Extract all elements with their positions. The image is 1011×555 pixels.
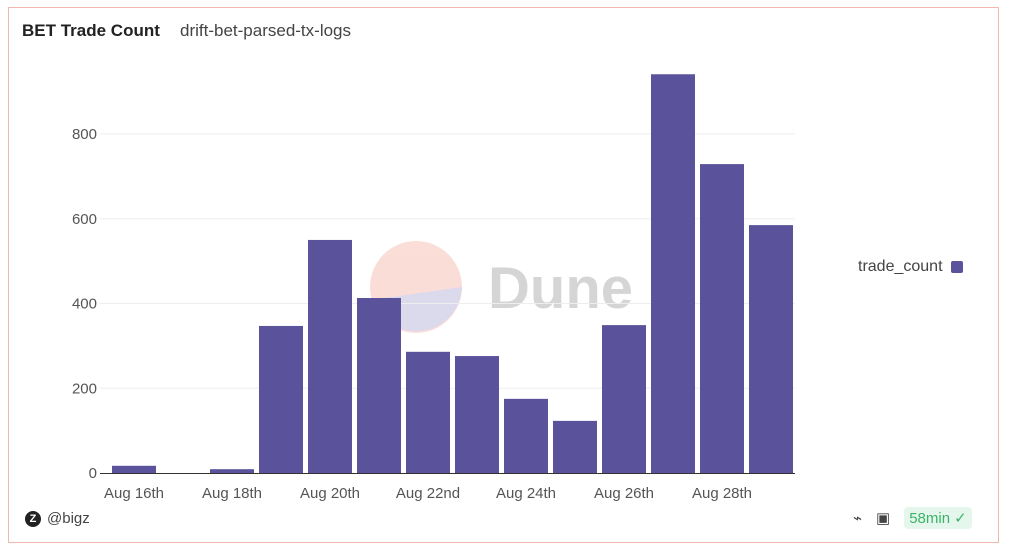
bar-aug-22nd: [406, 351, 450, 473]
y-tick-label: 600: [72, 211, 97, 228]
bar-aug-29th: [749, 225, 793, 473]
bar-aug-24th: [504, 398, 548, 473]
bar-aug-23rd: [455, 356, 499, 473]
chart-card: [8, 7, 999, 543]
bar-aug-27th: [651, 74, 695, 473]
bar-aug-16th: [112, 465, 156, 473]
refresh-time: 58min: [909, 509, 951, 527]
bar-aug-25th: [553, 420, 597, 473]
bar-aug-21st: [357, 297, 401, 473]
y-tick-label: 200: [72, 380, 97, 397]
watermark-text: Dune: [488, 256, 633, 321]
x-tick-label: Aug 24th: [496, 485, 556, 502]
x-tick-label: Aug 26th: [594, 485, 654, 502]
y-tick-label: 800: [72, 126, 97, 143]
watermark: Dune: [370, 241, 633, 333]
legend-item[interactable]: trade_count: [858, 258, 963, 276]
x-tick-label: Aug 20th: [300, 485, 360, 502]
author-name: @bigz: [47, 510, 90, 527]
chart-title: BET Trade Count: [22, 21, 160, 40]
bar-aug-18th: [210, 469, 254, 473]
x-tick-label: Aug 18th: [202, 485, 262, 502]
y-tick-label: 400: [72, 296, 97, 313]
legend-label: trade_count: [858, 258, 943, 275]
avatar: Z: [25, 510, 41, 527]
y-tick-label: 0: [89, 465, 97, 482]
author[interactable]: Z @bigz: [25, 510, 90, 527]
legend-swatch: [950, 261, 963, 273]
query-name[interactable]: drift-bet-parsed-tx-logs: [180, 21, 352, 40]
x-tick-label: Aug 16th: [104, 485, 164, 502]
check-circle-icon: ✓: [954, 510, 967, 527]
x-tick-label: Aug 28th: [692, 485, 752, 502]
plug-icon[interactable]: ⌁: [853, 510, 863, 527]
bar-aug-26th: [602, 325, 646, 473]
bar-aug-19th: [259, 325, 303, 473]
refresh-badge[interactable]: 58min ✓: [904, 507, 972, 529]
bar-aug-28th: [700, 164, 744, 473]
camera-icon[interactable]: ▣: [876, 510, 891, 527]
bar-aug-20th: [308, 239, 352, 473]
x-tick-label: Aug 22nd: [396, 485, 460, 502]
